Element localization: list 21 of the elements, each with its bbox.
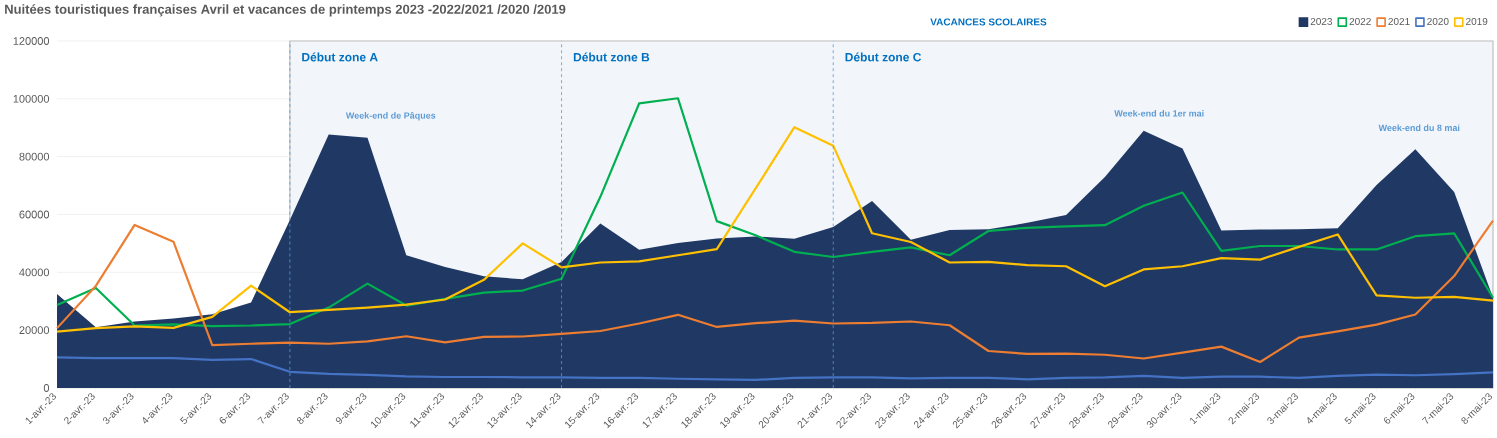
chart-title: Nuitées touristiques françaises Avril et vacances de printemps 2023 -2022/2021 /2020 /2019 — [5, 4, 566, 17]
y-tick-label: 60000 — [19, 210, 50, 219]
legend-label: 2019 — [1466, 17, 1488, 25]
y-tick-label: 20000 — [19, 326, 50, 335]
legend-label: 2022 — [1349, 17, 1371, 25]
ref-line-label: Début zone A — [302, 52, 378, 62]
legend-label: 2020 — [1427, 17, 1449, 25]
ref-line-label: Début zone B — [573, 52, 650, 62]
annotation: Week-end du 1er mai — [1114, 109, 1204, 117]
y-tick-label: 100000 — [13, 94, 50, 103]
y-tick-label: 120000 — [13, 37, 50, 45]
y-tick-label: 0 — [43, 384, 50, 392]
legend-label: 2021 — [1388, 17, 1410, 25]
y-tick-label: 80000 — [19, 152, 50, 161]
ref-line-label: Début zone C — [845, 52, 922, 62]
annotation: Week-end de Pâques — [345, 111, 436, 121]
band-label: VACANCES SCOLAIRES — [930, 18, 1047, 26]
y-tick-label: 40000 — [19, 268, 50, 277]
legend-label: 2023 — [1310, 17, 1333, 25]
line-series — [55, 219, 1495, 364]
annotation: Week-end du 8 mai — [1378, 124, 1460, 132]
